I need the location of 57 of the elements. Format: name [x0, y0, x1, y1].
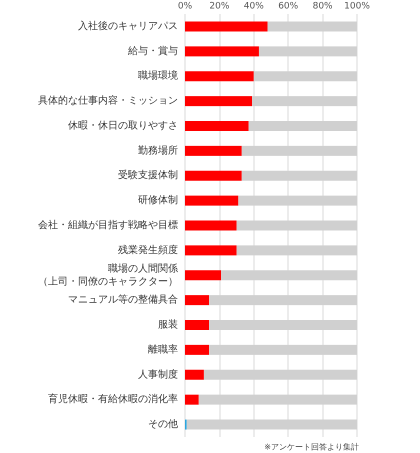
y-tick-label: 休暇・休日の取りやすさ: [68, 120, 178, 132]
bar: [185, 170, 242, 181]
bar: [236, 220, 357, 230]
y-tick-label: 職場環境: [138, 70, 178, 82]
y-tick-label: 具体的な仕事内容・ミッション: [38, 94, 178, 107]
bar: [185, 196, 238, 206]
bar: [185, 370, 204, 380]
bar: [185, 320, 210, 330]
bar: [185, 270, 222, 280]
y-tick-label: 入社後のキャリアパス: [78, 20, 178, 32]
y-tick-label: 研修体制: [138, 194, 178, 206]
bar: [209, 295, 357, 306]
bar: [209, 344, 357, 355]
y-tick-label: 離職率: [148, 343, 178, 356]
y-tick-label: 給与・賞与: [127, 44, 178, 57]
y-tick-label: 育児休暇・有給休暇の消化率: [48, 393, 178, 406]
bar: [204, 370, 357, 380]
bar: [185, 96, 252, 106]
y-tick-label: 職場の人間関係（上司・同僚のキャラクター）: [38, 262, 178, 288]
x-tick-label: 80%: [312, 2, 334, 12]
bar: [185, 71, 254, 82]
bar: [185, 295, 210, 306]
bar: [242, 170, 357, 181]
y-tick-label: その他: [148, 418, 178, 430]
y-tick-label: 人事制度: [138, 368, 178, 380]
y-tick-label: 残業発生頻度: [118, 244, 178, 256]
bar: [185, 394, 199, 405]
y-tick-label: 受験支援体制: [118, 169, 178, 182]
x-tick-label: 100%: [344, 2, 370, 12]
bar: [185, 21, 268, 32]
bar: [252, 96, 357, 106]
text: ※アンケート回答より集計: [264, 442, 359, 452]
bar: [185, 245, 237, 256]
bar: [268, 21, 357, 32]
bar: [198, 394, 357, 405]
x-tick-label: 40%: [244, 2, 264, 12]
bar: [254, 71, 357, 82]
bar: [185, 220, 237, 230]
bar: [238, 196, 357, 206]
y-tick-label: マニュアル等の整備具合: [68, 294, 178, 306]
bar: [258, 46, 357, 56]
x-tick-label: 60%: [278, 2, 299, 12]
bar: [185, 146, 242, 156]
y-tick-label: 服装: [158, 318, 178, 331]
bar: [185, 344, 210, 355]
bar: [186, 420, 357, 430]
bar: [221, 270, 357, 280]
bar: [185, 120, 249, 131]
bar: [185, 46, 259, 56]
bar: [248, 120, 357, 131]
x-tick-label: 0%: [178, 2, 193, 12]
y-tick-label: 会社・組織が目指す戦略や目標: [38, 219, 178, 231]
y-tick-label: 勤務場所: [138, 144, 178, 156]
bar: [209, 320, 357, 330]
x-tick-label: 20%: [209, 2, 230, 12]
bar: [242, 146, 357, 156]
bar: [236, 245, 357, 256]
